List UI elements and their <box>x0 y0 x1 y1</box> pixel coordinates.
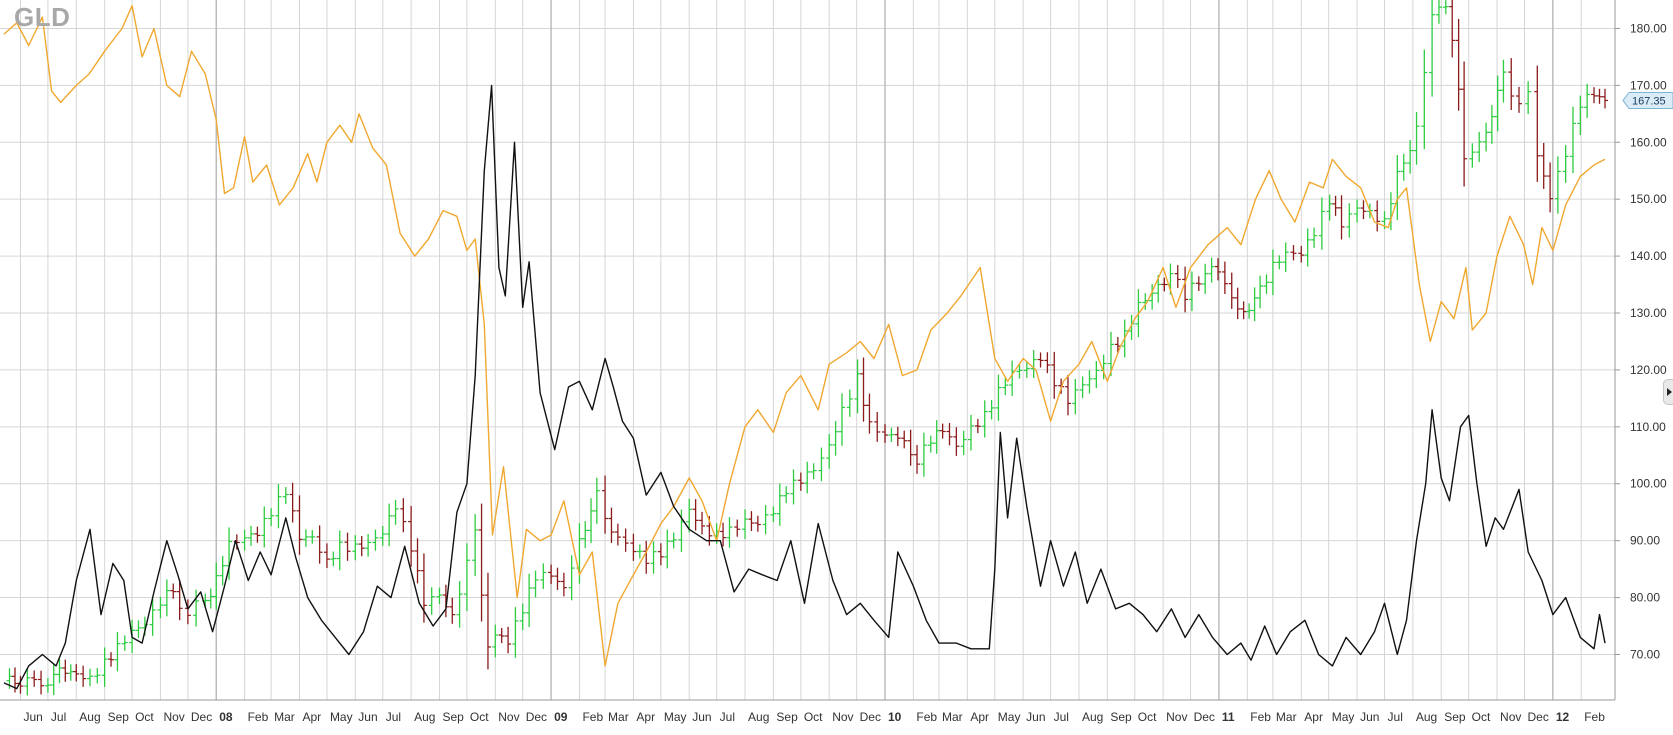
y-tick-label: 80.00 <box>1630 591 1660 605</box>
y-tick-label: 120.00 <box>1630 363 1667 377</box>
x-tick-label: May <box>664 710 687 724</box>
x-tick-label: 10 <box>888 710 902 724</box>
x-tick-label: Jul <box>51 710 66 724</box>
price-bars-layer <box>6 0 1608 696</box>
x-tick-label: Oct <box>804 710 823 724</box>
x-tick-label: Aug <box>748 710 769 724</box>
x-tick-label: Aug <box>414 710 435 724</box>
scroll-right-handle[interactable] <box>1663 379 1673 405</box>
x-tick-label: Jun <box>692 710 711 724</box>
x-tick-label: Mar <box>608 710 629 724</box>
x-tick-label: Dec <box>1194 710 1215 724</box>
x-tick-label: Apr <box>970 710 989 724</box>
x-tick-label: Feb <box>248 710 269 724</box>
x-tick-label: Jul <box>386 710 401 724</box>
x-tick-label: Oct <box>1138 710 1157 724</box>
last-price-tag: 167.35 <box>1622 91 1673 109</box>
black-line-series <box>3 84 1606 690</box>
x-tick-label: Sep <box>442 710 464 724</box>
x-tick-label: Feb <box>1584 710 1605 724</box>
orange-line-series <box>3 4 1606 667</box>
x-tick-label: Oct <box>135 710 154 724</box>
x-tick-label: Sep <box>1110 710 1132 724</box>
x-tick-label: Jul <box>720 710 735 724</box>
y-tick-label: 140.00 <box>1630 249 1667 263</box>
x-tick-label: Dec <box>191 710 212 724</box>
x-tick-label: Nov <box>163 710 184 724</box>
x-tick-label: Oct <box>1472 710 1491 724</box>
y-tick-label: 90.00 <box>1630 534 1660 548</box>
x-tick-label: Aug <box>1082 710 1103 724</box>
x-tick-label: Jun <box>1026 710 1045 724</box>
x-tick-label: Nov <box>1500 710 1521 724</box>
x-tick-label: May <box>330 710 353 724</box>
x-tick-label: Oct <box>470 710 489 724</box>
x-tick-label: Nov <box>1166 710 1187 724</box>
x-tick-label: Mar <box>274 710 295 724</box>
x-tick-label: Aug <box>79 710 100 724</box>
x-tick-label: Jul <box>1054 710 1069 724</box>
x-tick-label: Apr <box>636 710 655 724</box>
x-tick-label: Feb <box>1250 710 1271 724</box>
x-tick-label: Dec <box>1527 710 1548 724</box>
last-price-tag-shape <box>1622 91 1673 109</box>
y-tick-label: 160.00 <box>1630 135 1667 149</box>
x-tick-label: Apr <box>302 710 321 724</box>
x-tick-label: Sep <box>108 710 130 724</box>
x-tick-label: Nov <box>498 710 519 724</box>
x-tick-label: Dec <box>526 710 547 724</box>
black-line-layer <box>3 84 1606 690</box>
x-tick-label: Mar <box>942 710 963 724</box>
x-tick-label: 11 <box>1222 710 1235 724</box>
x-tick-label: Jun <box>1360 710 1379 724</box>
y-tick-label: 150.00 <box>1630 192 1667 206</box>
x-tick-label: May <box>1332 710 1355 724</box>
x-tick-label: Jun <box>23 710 42 724</box>
y-tick-label: 110.00 <box>1630 420 1666 434</box>
x-tick-label: Apr <box>1304 710 1323 724</box>
x-tick-label: Nov <box>832 710 853 724</box>
last-price-label: 167.35 <box>1632 95 1666 107</box>
y-tick-label: 170.00 <box>1630 78 1667 92</box>
x-tick-label: Sep <box>776 710 798 724</box>
y-tick-label: 180.00 <box>1630 21 1667 35</box>
x-tick-label: Feb <box>582 710 603 724</box>
symbol-label: GLD <box>14 2 71 32</box>
x-tick-label: 09 <box>554 710 568 724</box>
x-tick-label: May <box>998 710 1021 724</box>
x-tick-label: Jul <box>1388 710 1403 724</box>
y-tick-label: 130.00 <box>1630 306 1667 320</box>
x-tick-label: 08 <box>219 710 233 724</box>
x-tick-label: Dec <box>860 710 881 724</box>
x-tick-label: Aug <box>1416 710 1437 724</box>
x-tick-label: Feb <box>916 710 937 724</box>
x-tick-label: 12 <box>1556 710 1570 724</box>
x-tick-label: Jun <box>358 710 377 724</box>
grid-layer <box>0 0 1615 700</box>
x-tick-label: Mar <box>1276 710 1297 724</box>
orange-line-layer <box>3 4 1606 667</box>
y-tick-label: 70.00 <box>1630 647 1660 661</box>
x-tick-label: Sep <box>1444 710 1466 724</box>
y-tick-label: 100.00 <box>1630 477 1667 491</box>
